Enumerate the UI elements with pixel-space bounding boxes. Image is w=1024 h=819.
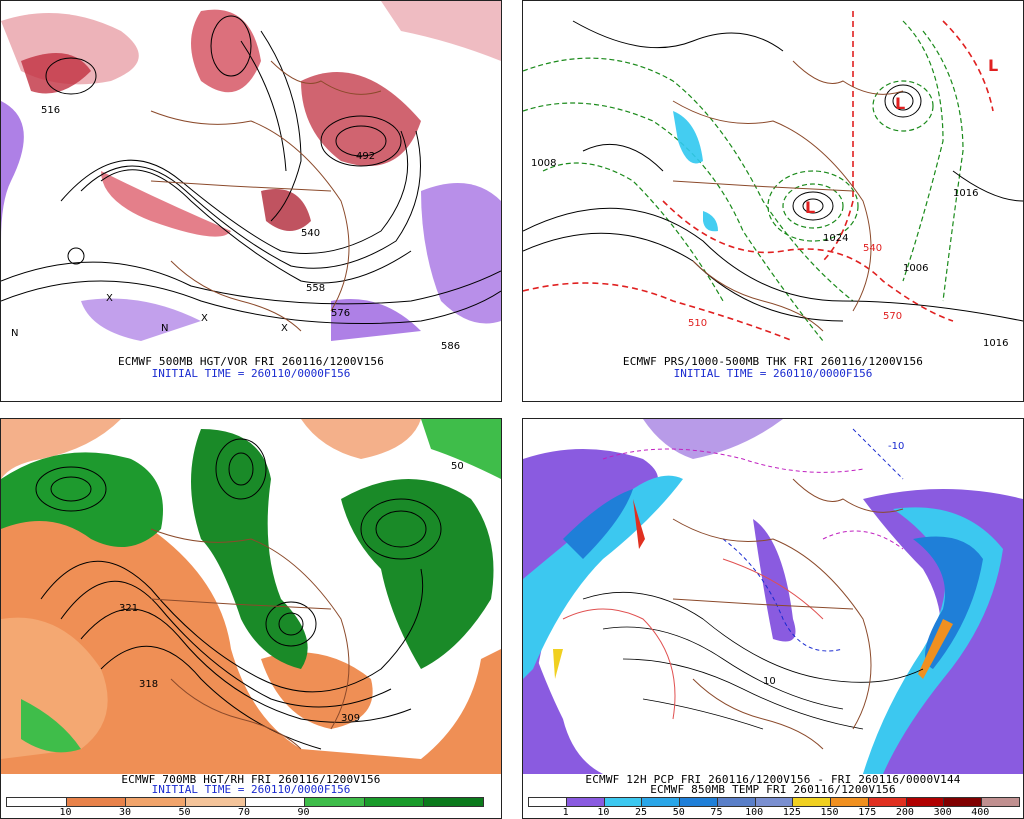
colorbar-segment xyxy=(754,798,793,806)
contour-label-309: 309 xyxy=(341,713,360,724)
contour-label-318: 318 xyxy=(139,679,158,690)
temp-label-10: 10 xyxy=(763,676,776,687)
contour-label-516: 516 xyxy=(41,105,60,116)
isobar-label-1024: 1024 xyxy=(823,233,848,244)
panel-500mb-hgt-vor: X N X N X 516 492 576 586 540 558 ECMWF … xyxy=(0,0,502,402)
temp-label-minus10: -10 xyxy=(888,441,904,452)
rh-colorbar-ticks: 10 30 50 70 90 xyxy=(6,807,482,819)
contour-label-321: 321 xyxy=(119,603,138,614)
colorbar-segment xyxy=(304,798,364,806)
colorbar-tick-label: 90 xyxy=(297,807,310,818)
contour-label-586: 586 xyxy=(441,341,460,352)
colorbar-segment xyxy=(184,798,245,806)
colorbar-tick-label: 175 xyxy=(858,807,877,818)
isobar-label-1008: 1008 xyxy=(531,158,556,169)
colorbar-tick-label: 50 xyxy=(672,807,685,818)
colorbar-segment xyxy=(830,798,868,806)
panel-700mb-hgt-rh: 321 318 309 50 ECMWF 700MB HGT/RH FRI 26… xyxy=(0,418,502,819)
panel-12h-pcp-850mb-temp: 10 -10 ECMWF 12H PCP FRI 260116/1200V156… xyxy=(522,418,1024,819)
colorbar-segment xyxy=(244,798,305,806)
colorbar-tick-label: 10 xyxy=(59,807,72,818)
low-center-3: L xyxy=(988,56,998,75)
vorticity-map: X N X N X 516 492 576 586 540 558 xyxy=(1,1,501,356)
contour-label-576: 576 xyxy=(331,308,350,319)
colorbar-tick-label: 125 xyxy=(782,807,801,818)
isobar-label-1006: 1006 xyxy=(903,263,928,274)
marker-x-1: X xyxy=(106,293,113,304)
panel-initial-time: INITIAL TIME = 260110/0000F156 xyxy=(151,367,351,380)
panel-title: ECMWF 700MB HGT/RH FRI 260116/1200V156 xyxy=(121,773,381,786)
thickness-label-570: 570 xyxy=(883,311,902,322)
panel-prs-thk: L L L 1008 1016 1024 1006 1016 510 540 5… xyxy=(522,0,1024,402)
rh-label-50: 50 xyxy=(451,461,464,472)
marker-x-3: X xyxy=(281,323,288,334)
colorbar-tick-label: 75 xyxy=(710,807,723,818)
humidity-map: 321 318 309 50 xyxy=(1,419,501,774)
colorbar-segment xyxy=(125,798,185,806)
marker-n-1: N xyxy=(161,323,168,334)
colorbar-segment xyxy=(943,798,982,806)
thickness-label-540: 540 xyxy=(863,243,882,254)
colorbar-tick-label: 300 xyxy=(933,807,952,818)
colorbar-tick-label: 70 xyxy=(237,807,251,818)
panel-initial-time: INITIAL TIME = 260110/0000F156 xyxy=(673,367,873,380)
contour-label-492: 492 xyxy=(356,151,375,162)
isobar-label-1016: 1016 xyxy=(953,188,978,199)
colorbar-segment xyxy=(867,798,906,806)
colorbar-segment xyxy=(641,798,680,806)
colorbar-tick-label: 100 xyxy=(745,807,764,818)
colorbar-segment xyxy=(363,798,424,806)
colorbar-segment xyxy=(529,798,566,806)
colorbar-tick-label: 1 xyxy=(562,807,569,818)
precip-temp-map: 10 -10 xyxy=(523,419,1023,774)
isobar-label-1016b: 1016 xyxy=(983,338,1008,349)
colorbar-tick-label: 150 xyxy=(820,807,839,818)
pressure-thickness-map: L L L 1008 1016 1024 1006 1016 510 540 5… xyxy=(523,1,1023,356)
colorbar-segment xyxy=(905,798,944,806)
precip-colorbar xyxy=(528,797,1020,807)
low-center-1: L xyxy=(805,198,815,217)
colorbar-segment xyxy=(603,798,642,806)
panel-title: ECMWF 12H PCP FRI 260116/1200V156 - FRI … xyxy=(585,773,961,786)
panel-initial-time: INITIAL TIME = 260110/0000F156 xyxy=(151,783,351,796)
colorbar-tick-label: 30 xyxy=(118,807,132,818)
panel-title: ECMWF PRS/1000-500MB THK FRI 260116/1200… xyxy=(622,355,924,368)
colorbar-tick-label: 400 xyxy=(971,807,990,818)
colorbar-tick-label: 10 xyxy=(597,807,610,818)
colorbar-segment xyxy=(981,798,1019,806)
panel-title: ECMWF 500MB HGT/VOR FRI 260116/1200V156 xyxy=(117,355,385,368)
thickness-label-510: 510 xyxy=(688,318,707,329)
precip-colorbar-ticks: 1 10 25 50 75 100 125 150 175 200 300 400 xyxy=(528,807,1018,819)
colorbar-segment xyxy=(65,798,126,806)
colorbar-tick-label: 50 xyxy=(178,807,191,818)
colorbar-segment xyxy=(679,798,717,806)
low-center-2: L xyxy=(895,94,905,113)
colorbar-segment xyxy=(423,798,483,806)
colorbar-segment xyxy=(792,798,831,806)
marker-n-2: N xyxy=(11,328,18,339)
rh-colorbar xyxy=(6,797,484,807)
contour-label-540: 540 xyxy=(301,228,320,239)
colorbar-segment xyxy=(716,798,755,806)
colorbar-tick-label: 200 xyxy=(895,807,914,818)
colorbar-segment xyxy=(7,798,66,806)
marker-x-2: X xyxy=(201,313,208,324)
panel-subtitle: ECMWF 850MB TEMP FRI 260116/1200V156 xyxy=(650,783,896,796)
colorbar-segment xyxy=(565,798,604,806)
contour-label-558: 558 xyxy=(306,283,325,294)
colorbar-tick-label: 25 xyxy=(635,807,648,818)
